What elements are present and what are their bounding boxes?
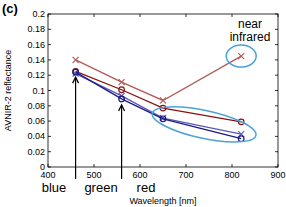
x-tick-label: 400 <box>40 170 55 180</box>
marker <box>160 116 166 122</box>
x-tick-label: 800 <box>224 170 239 180</box>
y-tick-label: 0.16 <box>27 40 45 50</box>
y-tick-label: 0.04 <box>27 131 45 141</box>
y-tick <box>275 121 278 122</box>
marker <box>73 69 79 75</box>
x-tick-label: 500 <box>86 170 101 180</box>
series-line <box>76 56 242 100</box>
x-tick <box>186 164 187 167</box>
y-tick <box>275 14 278 15</box>
x-tick <box>278 14 279 17</box>
y-tick <box>48 167 51 168</box>
y-tick <box>275 44 278 45</box>
y-tick <box>48 105 51 106</box>
series-line <box>76 72 242 139</box>
annotation: green <box>84 180 117 195</box>
y-axis-label: AVNIR-2 reflectance <box>3 50 13 131</box>
y-tick <box>275 167 278 168</box>
chart: 00.020.040.060.080.10.120.140.160.180.24… <box>0 0 286 207</box>
annotation-arrowhead <box>73 77 79 83</box>
y-tick-label: 0.14 <box>27 55 45 65</box>
x-tick <box>48 164 49 167</box>
y-tick-label: 0.08 <box>27 101 45 111</box>
x-tick <box>278 164 279 167</box>
plot-area <box>73 53 245 141</box>
y-tick <box>48 75 51 76</box>
marker <box>238 136 244 142</box>
marker <box>119 87 125 93</box>
y-tick <box>48 121 51 122</box>
marker <box>119 96 125 102</box>
x-tick-label: 600 <box>132 170 147 180</box>
annotation-arrow <box>75 77 76 179</box>
marker <box>160 115 166 121</box>
marker <box>73 57 79 63</box>
highlight-circle <box>226 45 256 67</box>
y-tick <box>48 44 51 45</box>
x-tick <box>140 14 141 17</box>
annotation: red <box>137 180 156 195</box>
marker <box>160 97 166 103</box>
annotation-arrow <box>121 105 122 179</box>
x-tick <box>48 14 49 17</box>
y-tick <box>48 90 51 91</box>
x-tick <box>140 164 141 167</box>
x-tick <box>186 14 187 17</box>
y-tick <box>275 75 278 76</box>
annotation: blue <box>42 180 67 195</box>
y-tick <box>275 136 278 137</box>
plot-frame <box>48 14 278 167</box>
x-tick <box>94 14 95 17</box>
y-tick <box>48 29 51 30</box>
x-tick <box>94 164 95 167</box>
annotation: nearinfrared <box>230 17 271 44</box>
y-tick-label: 0.02 <box>27 147 45 157</box>
y-tick <box>48 59 51 60</box>
x-tick <box>232 14 233 17</box>
x-axis-label: Wavelength [nm] <box>129 196 196 206</box>
x-tick-label: 900 <box>270 170 285 180</box>
y-tick <box>48 136 51 137</box>
series-line <box>76 71 242 121</box>
annotation-arrowhead <box>119 105 125 111</box>
y-tick-label: 0.06 <box>27 116 45 126</box>
annotation-line: infrared <box>230 30 271 44</box>
y-tick <box>275 29 278 30</box>
x-tick-label: 700 <box>178 170 193 180</box>
x-tick <box>232 164 233 167</box>
y-tick-label: 0.1 <box>32 86 45 96</box>
y-tick <box>48 151 51 152</box>
marker <box>119 79 125 85</box>
y-tick <box>275 151 278 152</box>
y-tick-label: 0.2 <box>32 9 45 19</box>
y-tick <box>275 90 278 91</box>
y-tick <box>275 59 278 60</box>
highlight-ellipse <box>149 100 259 149</box>
title: (c) <box>2 1 18 16</box>
marker <box>238 53 244 59</box>
y-tick <box>48 14 51 15</box>
y-tick-label: 0.12 <box>27 70 45 80</box>
y-tick-label: 0.18 <box>27 24 45 34</box>
series-line <box>76 74 242 134</box>
annotation-line: near <box>238 17 262 31</box>
y-tick <box>275 105 278 106</box>
